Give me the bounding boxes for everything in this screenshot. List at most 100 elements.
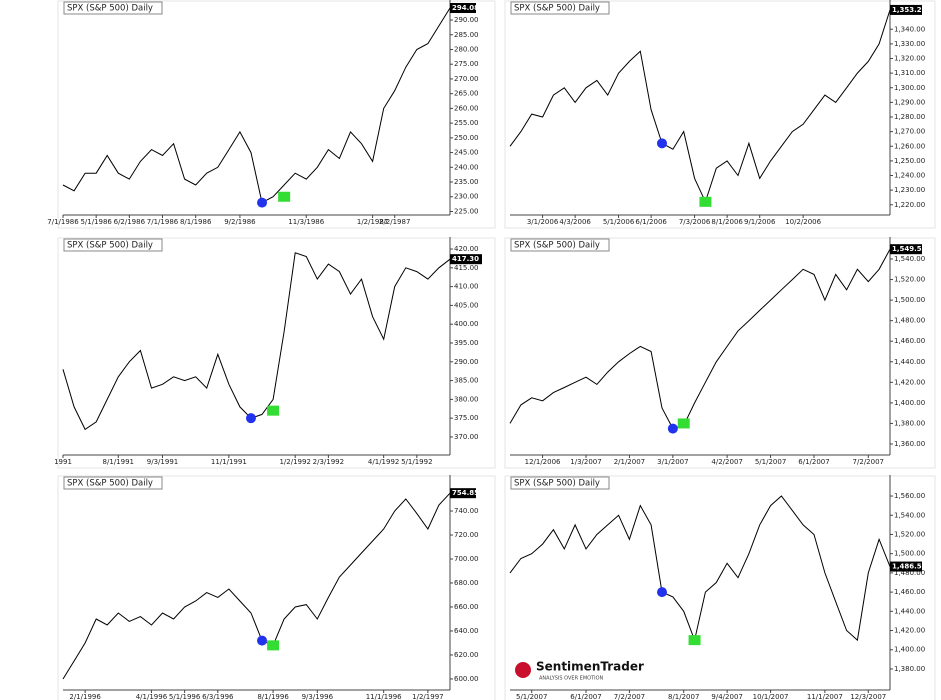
y-tick-label: 250.00: [454, 134, 479, 142]
x-tick-label: 7/2/2007: [614, 693, 645, 700]
last-value-box: [890, 244, 922, 255]
signal-circle: [667, 423, 678, 434]
x-tick-label: 8/1/1991: [103, 458, 134, 466]
y-tick-label: 255.00: [454, 119, 479, 127]
y-tick-label: 1,560.00: [894, 492, 925, 500]
x-tick-label: 2/3/1992: [313, 458, 344, 466]
y-tick-label: 1,520.00: [894, 530, 925, 538]
y-tick-label: 1,540.00: [894, 511, 925, 519]
x-tick-label: 11/3/1986: [288, 218, 324, 226]
last-value-box: [450, 488, 476, 499]
signal-square: [267, 640, 280, 651]
chart-panel: 1,360.00 1,380.00 1,400.00 1,420.00 1,440.00…: [504, 237, 936, 469]
x-tick-label: 3/1/2007: [657, 458, 688, 466]
y-tick-label: 1,520.00: [894, 276, 925, 284]
watermark-tagline: ANALYSIS OVER EMOTION: [539, 676, 604, 682]
chart-panel: 1,220.00 1,230.00 1,240.00 1,250.00 1,260.00…: [504, 0, 936, 229]
y-tick-label: 740.00: [454, 507, 479, 515]
y-tick-label: 285.00: [454, 31, 479, 39]
x-tick-label: 1/2/1987: [357, 218, 388, 226]
y-tick-label: 420.00: [454, 245, 479, 253]
x-tick-label: 7/3/2006: [679, 218, 711, 226]
x-tick-label: 8/1/2007: [668, 693, 699, 700]
x-tick-label: 8/1/1986: [180, 218, 212, 226]
y-tick-label: 260.00: [454, 104, 479, 112]
watermark-logo: [515, 662, 531, 678]
y-tick-label: 1,540.00: [894, 255, 925, 263]
y-tick-label: 720.00: [454, 531, 479, 539]
x-tick-label: 1/2/1992: [279, 458, 310, 466]
y-tick-label: 385.00: [454, 377, 479, 385]
y-tick-label: 1,420.00: [894, 378, 925, 386]
y-tick-label: 410.00: [454, 283, 479, 291]
y-tick-label: 380.00: [454, 395, 479, 403]
x-tick-label: 6/1/2006: [635, 218, 667, 226]
y-tick-label: 240.00: [454, 163, 479, 171]
panel-frame: [57, 475, 496, 700]
signal-square: [688, 635, 701, 646]
x-tick-label: 1/3/2007: [570, 458, 601, 466]
y-tick-label: 245.00: [454, 149, 479, 157]
x-tick-label: 9/1/2006: [744, 218, 776, 226]
y-tick-label: 1,220.00: [894, 201, 925, 209]
y-tick-label: 1,480.00: [894, 317, 925, 325]
price-line: [509, 9, 891, 204]
price-line: [62, 492, 451, 680]
chart-panel: 600.00 620.00 640.00 660.00 680.00 700.00 720.…: [57, 475, 496, 700]
y-tick-label: 620.00: [454, 651, 479, 659]
x-tick-label: 6/2/1986: [114, 218, 146, 226]
price-line: [62, 252, 451, 431]
y-tick-label: 375.00: [454, 414, 479, 422]
y-tick-label: 265.00: [454, 90, 479, 98]
chart-title: SPX (S&P 500) Daily: [67, 241, 153, 251]
y-tick-label: 1,280.00: [894, 113, 925, 121]
y-tick-label: 600.00: [454, 675, 479, 683]
last-value-box: [450, 3, 476, 14]
last-value-label: 754.85: [452, 489, 479, 497]
y-tick-label: 1,380.00: [894, 665, 925, 673]
x-tick-label: 6/3/1996: [202, 693, 234, 700]
chart-title: SPX (S&P 500) Daily: [67, 479, 153, 489]
watermark-name: SentimenTrader: [536, 660, 644, 674]
signal-circle: [257, 197, 268, 208]
y-tick-label: 1,380.00: [894, 419, 925, 427]
x-tick-label: 9/2/1986: [224, 218, 256, 226]
y-tick-label: 415.00: [454, 264, 479, 272]
y-tick-label: 1,460.00: [894, 588, 925, 596]
y-tick-label: 230.00: [454, 193, 479, 201]
y-tick-label: 660.00: [454, 603, 479, 611]
last-value-label: 1,486.59: [892, 563, 927, 571]
x-tick-label: 11/1/1996: [366, 693, 402, 700]
chart-title: SPX (S&P 500) Daily: [514, 4, 600, 14]
last-value-box: [450, 254, 482, 265]
x-tick-label: 5/1/2006: [603, 218, 635, 226]
y-tick-label: 225.00: [454, 207, 479, 215]
signal-square: [267, 405, 280, 416]
x-tick-label: 9/4/2007: [711, 693, 742, 700]
x-tick-label: 7/1/1986: [147, 218, 179, 226]
y-tick-label: 1,300.00: [894, 84, 925, 92]
watermark: SentimenTrader ANALYSIS OVER EMOTION: [515, 660, 644, 682]
x-tick-label: 4/3/2006: [559, 218, 591, 226]
chart-panel: 1,380.00 1,400.00 1,420.00 1,440.00 1,460.00…: [504, 475, 936, 700]
y-tick-label: 400.00: [454, 320, 479, 328]
x-tick-label: 1/2/1997: [412, 693, 443, 700]
y-tick-label: 1,500.00: [894, 550, 925, 558]
y-tick-label: 1,330.00: [894, 40, 925, 48]
y-tick-label: 370.00: [454, 433, 479, 441]
panel-frame: [504, 237, 936, 469]
y-tick-label: 275.00: [454, 60, 479, 68]
x-tick-label: 10/2/2006: [785, 218, 821, 226]
x-tick-label: 7/2/2007: [853, 458, 884, 466]
chart-title: SPX (S&P 500) Daily: [514, 479, 600, 489]
x-tick-label: 4/1/1996: [136, 693, 168, 700]
x-tick-label: 2/1/1996: [69, 693, 101, 700]
panel-frame: [57, 237, 496, 469]
y-tick-label: 1,360.00: [894, 440, 925, 448]
signal-circle: [245, 413, 256, 424]
x-tick-label: 11/1/1991: [211, 458, 247, 466]
x-tick-label: 5/1/2007: [755, 458, 786, 466]
x-tick-label: 6/1/2007: [570, 693, 601, 700]
y-tick-label: 270.00: [454, 75, 479, 83]
